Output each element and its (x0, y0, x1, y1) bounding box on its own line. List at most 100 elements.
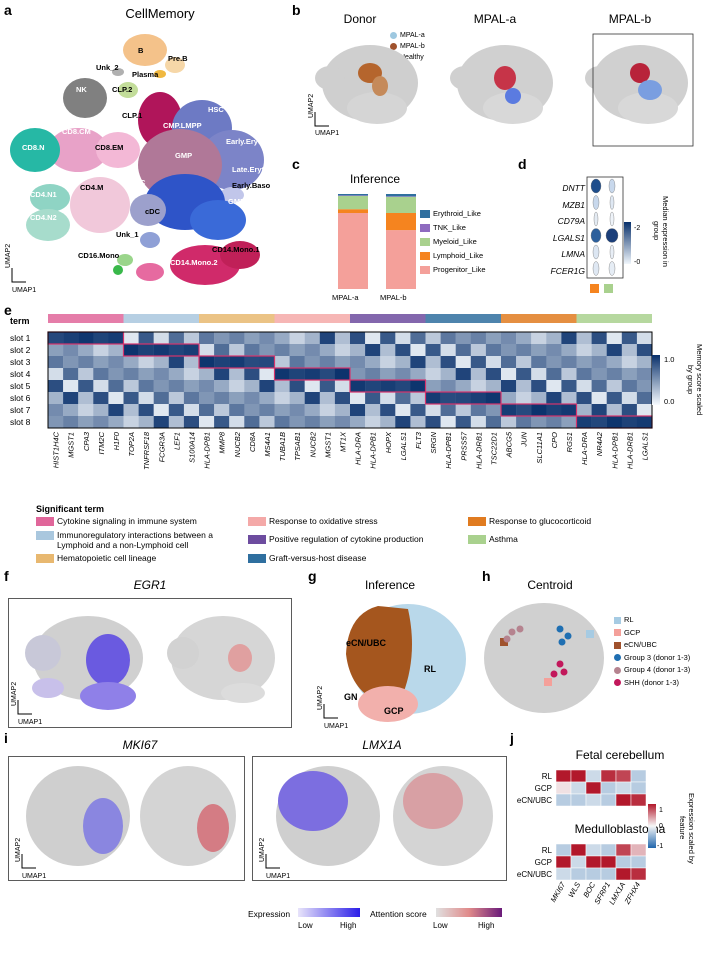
heat-cell (78, 416, 94, 429)
heat-cell (183, 404, 200, 417)
heat-cell (214, 368, 230, 381)
heat-cell (274, 368, 290, 381)
heat-cell (259, 344, 275, 357)
j-cell (555, 769, 572, 783)
centroid-g3 (564, 632, 572, 640)
heat-cell (440, 392, 456, 405)
heat-cell (636, 392, 653, 405)
cluster-label-ecn: eCN/UBC (346, 638, 387, 648)
gene-fcer1g: FCER1G (550, 265, 585, 276)
panel-i-title-mki67: MKI67 (122, 738, 158, 752)
panel-e-colorbar-title: Memory score scaled by group (686, 344, 704, 416)
gene-label: S100A14 (187, 432, 196, 463)
heat-cell (395, 392, 411, 405)
heat-cell (138, 404, 154, 417)
heat-cell (606, 404, 622, 417)
heat-cell (93, 332, 109, 345)
gene-label: TSC22D1 (489, 432, 498, 465)
heat-cell (425, 332, 441, 345)
legend-swatch-tnk (420, 224, 430, 233)
term-label-7: Response to glucocorticoid (489, 516, 592, 526)
colorbar-tick-0: -0 (634, 259, 640, 266)
violin-lgals1-0 (590, 228, 602, 243)
panel-i-axis-x-1: UMAP1 (22, 873, 46, 880)
heat-cell (455, 380, 471, 393)
heat-cell (93, 416, 109, 429)
heat-cell (48, 332, 64, 345)
term-bar-7 (501, 314, 577, 323)
heat-cell (319, 356, 336, 369)
j-cell (600, 855, 617, 869)
cluster-label-hsc: HSC (208, 105, 224, 114)
heat-cell (304, 416, 320, 429)
heat-cell (123, 356, 139, 369)
panel-i-title-lmx1a: LMX1A (362, 738, 402, 752)
gene-label: FCGR3A (157, 432, 166, 462)
heat-cell (410, 392, 426, 405)
gene-label: HLA-DRB1 (625, 432, 634, 469)
violin-mzb1-0 (592, 195, 600, 210)
j-cell (630, 843, 647, 857)
gene-lmna: LMNA (561, 249, 585, 259)
heat-cell (108, 404, 124, 417)
heat-cell (501, 368, 517, 381)
panel-f-title: EGR1 (133, 578, 167, 592)
heat-cell (304, 392, 320, 405)
slot-label: slot 5 (10, 381, 31, 391)
heat-cell (123, 416, 139, 429)
j-cell (630, 867, 647, 881)
heat-cell (319, 404, 336, 417)
bar-label-mpal-b: MPAL-b (380, 293, 407, 302)
heat-cell (93, 392, 109, 405)
heat-cell (606, 392, 622, 405)
gene-cd79a: CD79A (557, 216, 585, 226)
heat-cell (546, 392, 562, 405)
attention-label: Attention score (370, 909, 427, 919)
heat-cell (304, 404, 320, 417)
heat-cell (138, 392, 154, 405)
bar-segment-progenitor_like (338, 213, 368, 289)
heat-cell (214, 356, 230, 369)
heat-cell (93, 380, 109, 393)
heat-cell (591, 368, 607, 381)
panel-d-violins (586, 176, 624, 293)
cluster-label-rl: RL (424, 664, 436, 674)
panel-h-legend: RL GCP eCN/UBC Group 3 (donor 1-3) Group… (614, 614, 690, 689)
term-bar-8 (576, 314, 652, 323)
heat-cell (334, 416, 351, 429)
panel-label-b: b (292, 2, 301, 18)
centroid-legend-label-g4: Group 4 (donor 1-3) (624, 665, 691, 674)
heat-cell (546, 332, 562, 345)
panel-i-axis-y-1: UMAP2 (15, 838, 22, 862)
centroid-g4 (503, 635, 511, 643)
panel-label-a: a (4, 2, 12, 18)
panel-j-colorbar (648, 804, 656, 848)
heat-cell (395, 356, 411, 369)
heat-cell (621, 416, 638, 429)
umap-mpal-b (585, 45, 688, 124)
panel-f-umaps: UMAP2 UMAP1 (8, 598, 292, 728)
heat-cell (395, 416, 411, 429)
heat-cell (380, 416, 396, 429)
legend-swatch-lymphoid (420, 252, 430, 261)
axis-y-label: UMAP2 (5, 244, 12, 268)
j-row-label: eCN/UBC (517, 870, 552, 879)
heat-cell (440, 368, 456, 381)
heat-cell (440, 332, 456, 345)
attention-colorbar (436, 908, 502, 917)
heat-cell (168, 332, 185, 345)
heat-cell (214, 392, 230, 405)
legend-swatch-erythroid (420, 210, 430, 219)
centroid-shh (550, 670, 558, 678)
heat-cell (78, 368, 94, 381)
heat-cell (168, 416, 185, 429)
gene-label: HLA-DRA (354, 432, 363, 465)
centroid-g3 (558, 638, 566, 646)
cluster-label-cd14-mono2: CD14.Mono.2 (170, 258, 218, 267)
attention-low: Low (433, 921, 448, 930)
heat-cell (183, 416, 200, 429)
heat-cell (636, 356, 653, 369)
violin-lmna-1 (609, 244, 615, 260)
gene-label: HLA-DPB1 (444, 432, 453, 469)
heat-cell (199, 332, 215, 345)
